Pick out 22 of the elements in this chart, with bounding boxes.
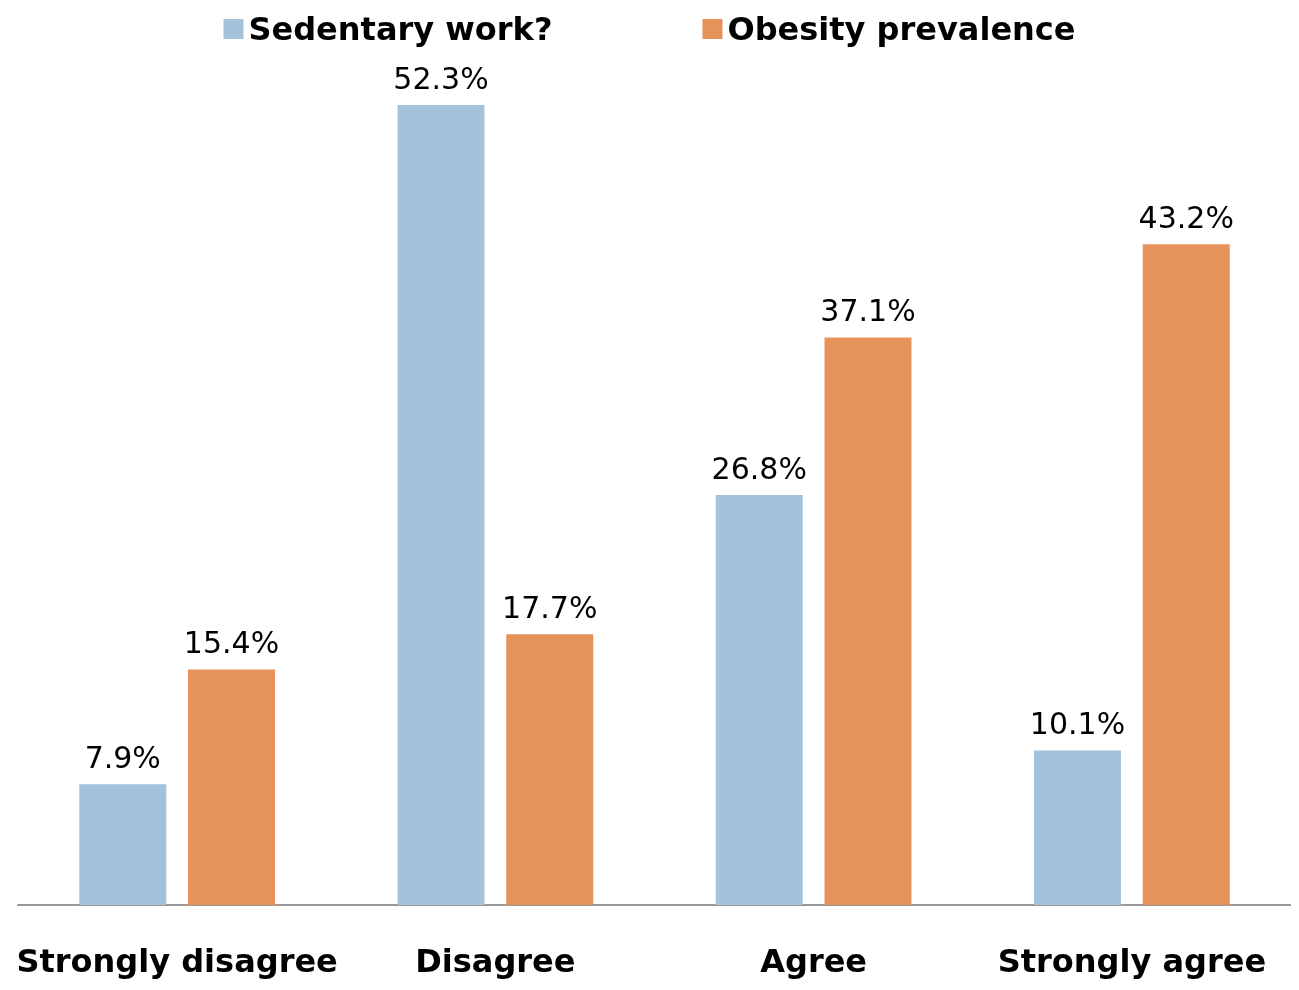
bar [79,784,167,905]
legend-label: Obesity prevalence [727,10,1076,48]
x-tick-label: Strongly agree [997,942,1267,980]
bar [506,634,594,905]
x-tick-label: Disagree [415,942,576,980]
bar [1034,750,1121,905]
bar [1142,244,1230,905]
data-label: 15.4% [183,624,280,660]
data-label: 43.2% [1138,199,1234,235]
bar [188,669,275,905]
bar [824,337,912,905]
x-tick-label: Strongly disagree [16,942,338,980]
data-label: 7.9% [84,739,161,775]
data-label: 26.8% [711,450,807,486]
data-label: 52.3% [393,60,489,96]
bar [715,495,803,905]
legend-label: Sedentary work? [248,10,553,48]
data-label: 10.1% [1029,706,1126,742]
bar [397,105,485,905]
data-label: 37.1% [820,293,916,328]
x-tick-label: Agree [760,942,868,980]
data-label: 17.7% [502,589,598,625]
